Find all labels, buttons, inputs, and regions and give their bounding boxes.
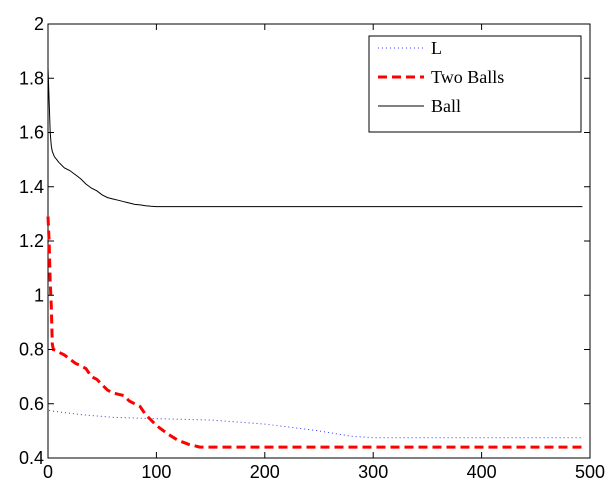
y-tick-label: 0.6 <box>19 394 44 414</box>
y-tick-label: 1.8 <box>19 68 44 88</box>
y-tick-label: 1.6 <box>19 123 44 143</box>
y-tick-label: 1.4 <box>19 177 44 197</box>
series-layer <box>46 67 583 449</box>
x-tick-label: 300 <box>358 462 388 478</box>
legend: L Two Balls Ball <box>368 35 582 133</box>
x-tick-label: 500 <box>575 462 605 478</box>
ticks-layer: 0 100 200 300 400 500 0.4 0.6 0.8 1 1.2 1.4 1.6 1.8 2 <box>19 14 605 478</box>
y-tick-label: 0.8 <box>19 340 44 360</box>
series-line-ball <box>47 67 583 208</box>
y-tick-label: 0.4 <box>19 448 44 468</box>
y-tick-label: 1 <box>34 285 44 305</box>
x-tick-label: 400 <box>467 462 497 478</box>
series-line-l <box>49 410 583 439</box>
legend-label: L <box>431 38 442 58</box>
series-line-two-balls <box>46 216 583 449</box>
legend-label: Ball <box>431 96 461 116</box>
legend-label: Two Balls <box>431 67 504 87</box>
x-tick-label: 100 <box>141 462 171 478</box>
y-tick-label: 2 <box>34 14 44 34</box>
y-tick-label: 1.2 <box>19 231 44 251</box>
x-tick-label: 0 <box>43 462 53 478</box>
legend-box <box>368 35 582 133</box>
x-tick-label: 200 <box>250 462 280 478</box>
